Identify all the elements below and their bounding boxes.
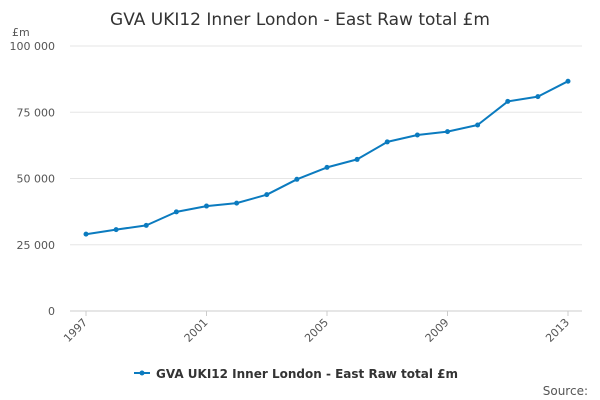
series-line-0 <box>85 80 569 236</box>
data-point-2012[interactable] <box>535 94 541 100</box>
data-point-2011[interactable] <box>505 98 511 104</box>
data-point-2006[interactable] <box>354 156 360 162</box>
legend-entry[interactable]: GVA UKI12 Inner London - East Raw total … <box>156 367 458 381</box>
y-tick-label-2: 50 000 <box>17 173 56 186</box>
data-point-2004[interactable] <box>294 176 300 182</box>
x-tick-label-4: 2013 <box>543 316 572 345</box>
gridlines <box>70 45 582 312</box>
data-point-2008[interactable] <box>414 132 420 138</box>
legend[interactable]: GVA UKI12 Inner London - East Raw total … <box>134 367 458 381</box>
y-tick-label-1: 25 000 <box>17 239 56 252</box>
x-tick-label-0: 1997 <box>61 316 90 345</box>
data-point-2009[interactable] <box>445 129 450 135</box>
x-axis: 1997 2001 2005 2009 2013 <box>61 310 582 345</box>
data-point-2001[interactable] <box>204 203 209 209</box>
source-label: Source: <box>543 384 588 398</box>
y-tick-label-3: 75 000 <box>17 106 56 119</box>
data-point-2000[interactable] <box>173 209 179 215</box>
data-point-2013[interactable] <box>565 78 571 84</box>
y-axis-unit-label: £m <box>12 26 30 39</box>
x-tick-label-2: 2005 <box>302 316 331 345</box>
data-point-2010[interactable] <box>475 122 481 128</box>
data-point-2005[interactable] <box>324 164 330 170</box>
x-tick-label-1: 2001 <box>182 316 211 345</box>
chart-title: GVA UKI12 Inner London - East Raw total … <box>110 10 490 30</box>
y-axis-tick-labels: 0 25 000 50 000 75 000 100 000 <box>10 40 56 318</box>
data-point-2003[interactable] <box>264 192 270 198</box>
x-tick-label-3: 2009 <box>423 316 452 345</box>
data-point-2002[interactable] <box>234 200 240 206</box>
y-tick-label-0: 0 <box>48 305 55 318</box>
series-layer <box>83 78 571 237</box>
y-tick-label-4: 100 000 <box>10 40 56 53</box>
data-point-1999[interactable] <box>143 222 149 228</box>
data-point-1998[interactable] <box>113 227 119 233</box>
data-point-2007[interactable] <box>384 139 390 145</box>
legend-point-marker <box>139 370 145 376</box>
data-point-1997[interactable] <box>83 231 89 237</box>
